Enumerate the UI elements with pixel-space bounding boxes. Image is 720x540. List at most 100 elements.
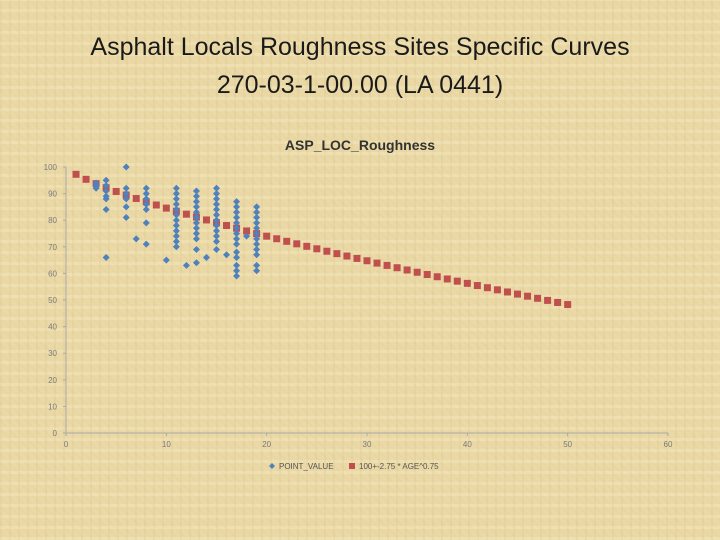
- data-point: [142, 190, 150, 198]
- data-point: [253, 203, 261, 211]
- slide-title-line-2: 270-03-1-00.00 (LA 0441): [216, 71, 504, 99]
- data-point: [253, 267, 261, 275]
- slide-title-line-1: Asphalt Locals Roughness Sites Specific …: [90, 33, 630, 61]
- data-point: [233, 261, 241, 269]
- y-tick-label: 20: [48, 376, 57, 385]
- curve-point: [503, 288, 511, 296]
- data-point: [192, 208, 200, 216]
- curve-point: [453, 277, 461, 285]
- data-point: [213, 227, 220, 235]
- y-tick-label: 50: [48, 296, 57, 305]
- y-tick-label: 70: [48, 243, 57, 252]
- y-tick-label: 40: [48, 323, 57, 332]
- data-point: [253, 245, 261, 253]
- data-point: [233, 235, 241, 243]
- data-point: [92, 179, 100, 187]
- data-point: [172, 243, 180, 251]
- y-tick-label: 100: [44, 163, 58, 172]
- data-point: [192, 214, 200, 222]
- data-point: [253, 230, 261, 237]
- curve-point: [162, 204, 170, 212]
- curve-point: [202, 216, 210, 224]
- curve-point: [443, 275, 451, 283]
- y-tick-label: 60: [48, 269, 57, 278]
- x-tick-label: 60: [664, 440, 673, 449]
- curve-point: [283, 237, 291, 245]
- data-point: [172, 200, 180, 208]
- data-point: [172, 227, 180, 235]
- data-point: [172, 190, 180, 198]
- curve-point: [524, 292, 532, 300]
- slide-title: Asphalt Locals Roughness Sites Specific …: [0, 28, 720, 104]
- data-point: [142, 206, 150, 214]
- curve-point: [564, 301, 572, 309]
- data-point: [233, 267, 241, 275]
- curve-point: [152, 201, 160, 209]
- data-point: [213, 222, 220, 230]
- curve-point: [554, 298, 562, 306]
- data-point: [172, 216, 180, 224]
- curve-point: [413, 268, 421, 276]
- curve-point: [383, 261, 391, 269]
- data-point: [122, 195, 130, 203]
- chart-axes: 0 10 20 30 40 50 60 70 80 90 100 0 10 20 30 40 50 60: [44, 163, 673, 449]
- curve-point: [373, 259, 381, 267]
- curve-point: [534, 294, 542, 302]
- data-point: [213, 200, 220, 208]
- curve-point: [293, 240, 301, 248]
- x-tick-label: 50: [563, 440, 572, 449]
- data-point: [192, 198, 200, 206]
- data-point: [122, 163, 130, 171]
- curve-point: [263, 232, 271, 240]
- curve-point: [182, 210, 190, 218]
- x-tick-label: 40: [463, 440, 472, 449]
- data-point: [142, 184, 150, 192]
- data-point: [102, 187, 110, 195]
- data-point: [192, 219, 200, 227]
- y-tick-label: 80: [48, 216, 57, 225]
- data-point: [233, 208, 241, 216]
- curve-point: [463, 279, 471, 287]
- data-point: [172, 195, 180, 203]
- chart-plot-area: [72, 163, 572, 309]
- data-point: [253, 214, 261, 222]
- curve-point: [223, 222, 231, 230]
- data-point: [213, 216, 220, 224]
- data-point: [213, 237, 220, 245]
- data-point: [192, 259, 200, 267]
- x-tick-label: 20: [262, 440, 271, 449]
- curve-point: [423, 271, 431, 279]
- data-point: [192, 235, 200, 243]
- data-point: [172, 206, 180, 214]
- data-point: [172, 184, 180, 192]
- data-point: [172, 222, 180, 230]
- curve-point: [363, 257, 371, 265]
- data-point: [162, 256, 170, 264]
- curve-point: [493, 286, 501, 294]
- y-tick-label: 30: [48, 349, 57, 358]
- data-point: [192, 224, 200, 232]
- curve-point: [473, 282, 481, 290]
- data-point: [132, 235, 140, 243]
- data-point: [192, 245, 200, 253]
- y-tick-label: 10: [48, 402, 57, 411]
- data-point: [102, 253, 110, 261]
- curve-point: [433, 273, 441, 281]
- curve-point: [353, 254, 361, 262]
- data-point: [172, 232, 180, 240]
- curve-point: [333, 250, 341, 258]
- data-point: [233, 272, 241, 280]
- data-point: [213, 206, 220, 214]
- data-point: [142, 219, 150, 227]
- data-point: [253, 240, 261, 248]
- data-point: [233, 224, 241, 232]
- data-point: [122, 190, 130, 198]
- data-point: [142, 195, 150, 203]
- curve-point: [82, 175, 90, 183]
- data-point: [213, 184, 220, 192]
- data-point: [213, 195, 220, 203]
- legend-marker-curve: [349, 463, 355, 469]
- curve-point: [273, 235, 281, 243]
- data-point: [213, 232, 220, 240]
